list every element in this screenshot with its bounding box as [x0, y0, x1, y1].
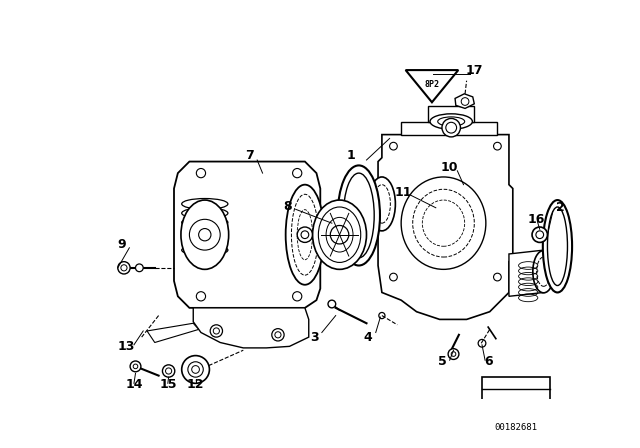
Polygon shape: [378, 134, 513, 319]
Circle shape: [442, 118, 460, 137]
Text: 3: 3: [310, 331, 319, 344]
Circle shape: [297, 227, 312, 242]
Polygon shape: [488, 400, 538, 416]
Circle shape: [192, 366, 200, 373]
Ellipse shape: [369, 177, 396, 231]
Text: 12: 12: [187, 379, 204, 392]
Ellipse shape: [285, 185, 324, 285]
Text: 4: 4: [364, 331, 372, 344]
Text: 6: 6: [484, 355, 492, 368]
Ellipse shape: [338, 165, 380, 266]
Text: 2: 2: [556, 201, 565, 214]
Text: 11: 11: [395, 186, 412, 199]
Ellipse shape: [543, 200, 572, 293]
Ellipse shape: [430, 114, 472, 129]
Text: 1: 1: [347, 149, 355, 162]
Circle shape: [532, 227, 547, 242]
Polygon shape: [401, 121, 497, 134]
Polygon shape: [147, 323, 198, 343]
Ellipse shape: [181, 200, 228, 269]
Text: 13: 13: [118, 340, 135, 353]
Circle shape: [328, 300, 336, 308]
Text: 8P2: 8P2: [424, 80, 440, 89]
Text: 16: 16: [527, 213, 545, 226]
Circle shape: [210, 325, 223, 337]
Circle shape: [330, 225, 349, 244]
Text: 9: 9: [117, 238, 126, 251]
Circle shape: [379, 313, 385, 319]
Polygon shape: [406, 70, 458, 102]
Circle shape: [182, 356, 209, 383]
Polygon shape: [174, 162, 320, 308]
Polygon shape: [455, 94, 474, 108]
Ellipse shape: [312, 200, 367, 269]
Circle shape: [198, 228, 211, 241]
Polygon shape: [509, 250, 543, 296]
Text: 10: 10: [441, 161, 458, 174]
Text: 7: 7: [245, 149, 254, 162]
Text: 00182681: 00182681: [494, 423, 538, 432]
Bar: [482, 377, 550, 419]
Circle shape: [136, 264, 143, 271]
Circle shape: [118, 262, 130, 274]
Text: 15: 15: [159, 379, 177, 392]
Circle shape: [272, 329, 284, 341]
Text: 8: 8: [284, 200, 292, 213]
Circle shape: [448, 349, 459, 359]
Ellipse shape: [533, 250, 554, 293]
Text: 17: 17: [465, 64, 483, 77]
Polygon shape: [428, 106, 474, 121]
Text: 14: 14: [125, 379, 143, 392]
Circle shape: [130, 361, 141, 372]
Text: 5: 5: [438, 355, 446, 368]
Polygon shape: [193, 308, 308, 348]
Circle shape: [478, 340, 486, 347]
Circle shape: [301, 231, 308, 238]
Ellipse shape: [401, 177, 486, 269]
Circle shape: [163, 365, 175, 377]
